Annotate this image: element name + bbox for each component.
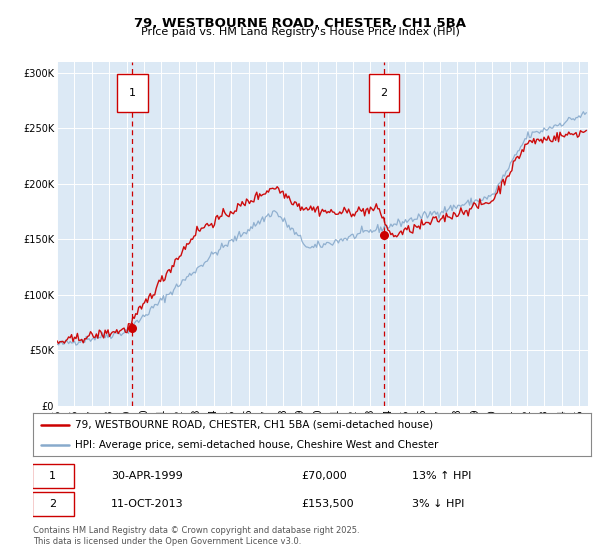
Text: 1: 1 [129,87,136,97]
FancyBboxPatch shape [32,464,74,488]
Text: HPI: Average price, semi-detached house, Cheshire West and Chester: HPI: Average price, semi-detached house,… [75,440,438,450]
Text: 3% ↓ HPI: 3% ↓ HPI [412,499,465,509]
Text: Price paid vs. HM Land Registry's House Price Index (HPI): Price paid vs. HM Land Registry's House … [140,27,460,37]
FancyBboxPatch shape [117,74,148,111]
Text: 79, WESTBOURNE ROAD, CHESTER, CH1 5BA (semi-detached house): 79, WESTBOURNE ROAD, CHESTER, CH1 5BA (s… [75,419,433,430]
Text: 1: 1 [49,471,56,481]
Text: 11-OCT-2013: 11-OCT-2013 [111,499,184,509]
Text: 79, WESTBOURNE ROAD, CHESTER, CH1 5BA: 79, WESTBOURNE ROAD, CHESTER, CH1 5BA [134,17,466,30]
Text: £153,500: £153,500 [301,499,353,509]
Text: Contains HM Land Registry data © Crown copyright and database right 2025.
This d: Contains HM Land Registry data © Crown c… [33,526,359,546]
Text: 2: 2 [380,87,388,97]
Text: 2: 2 [49,499,56,509]
Text: £70,000: £70,000 [301,471,347,481]
FancyBboxPatch shape [32,492,74,516]
FancyBboxPatch shape [368,74,400,111]
Text: 13% ↑ HPI: 13% ↑ HPI [412,471,472,481]
Text: 30-APR-1999: 30-APR-1999 [111,471,183,481]
